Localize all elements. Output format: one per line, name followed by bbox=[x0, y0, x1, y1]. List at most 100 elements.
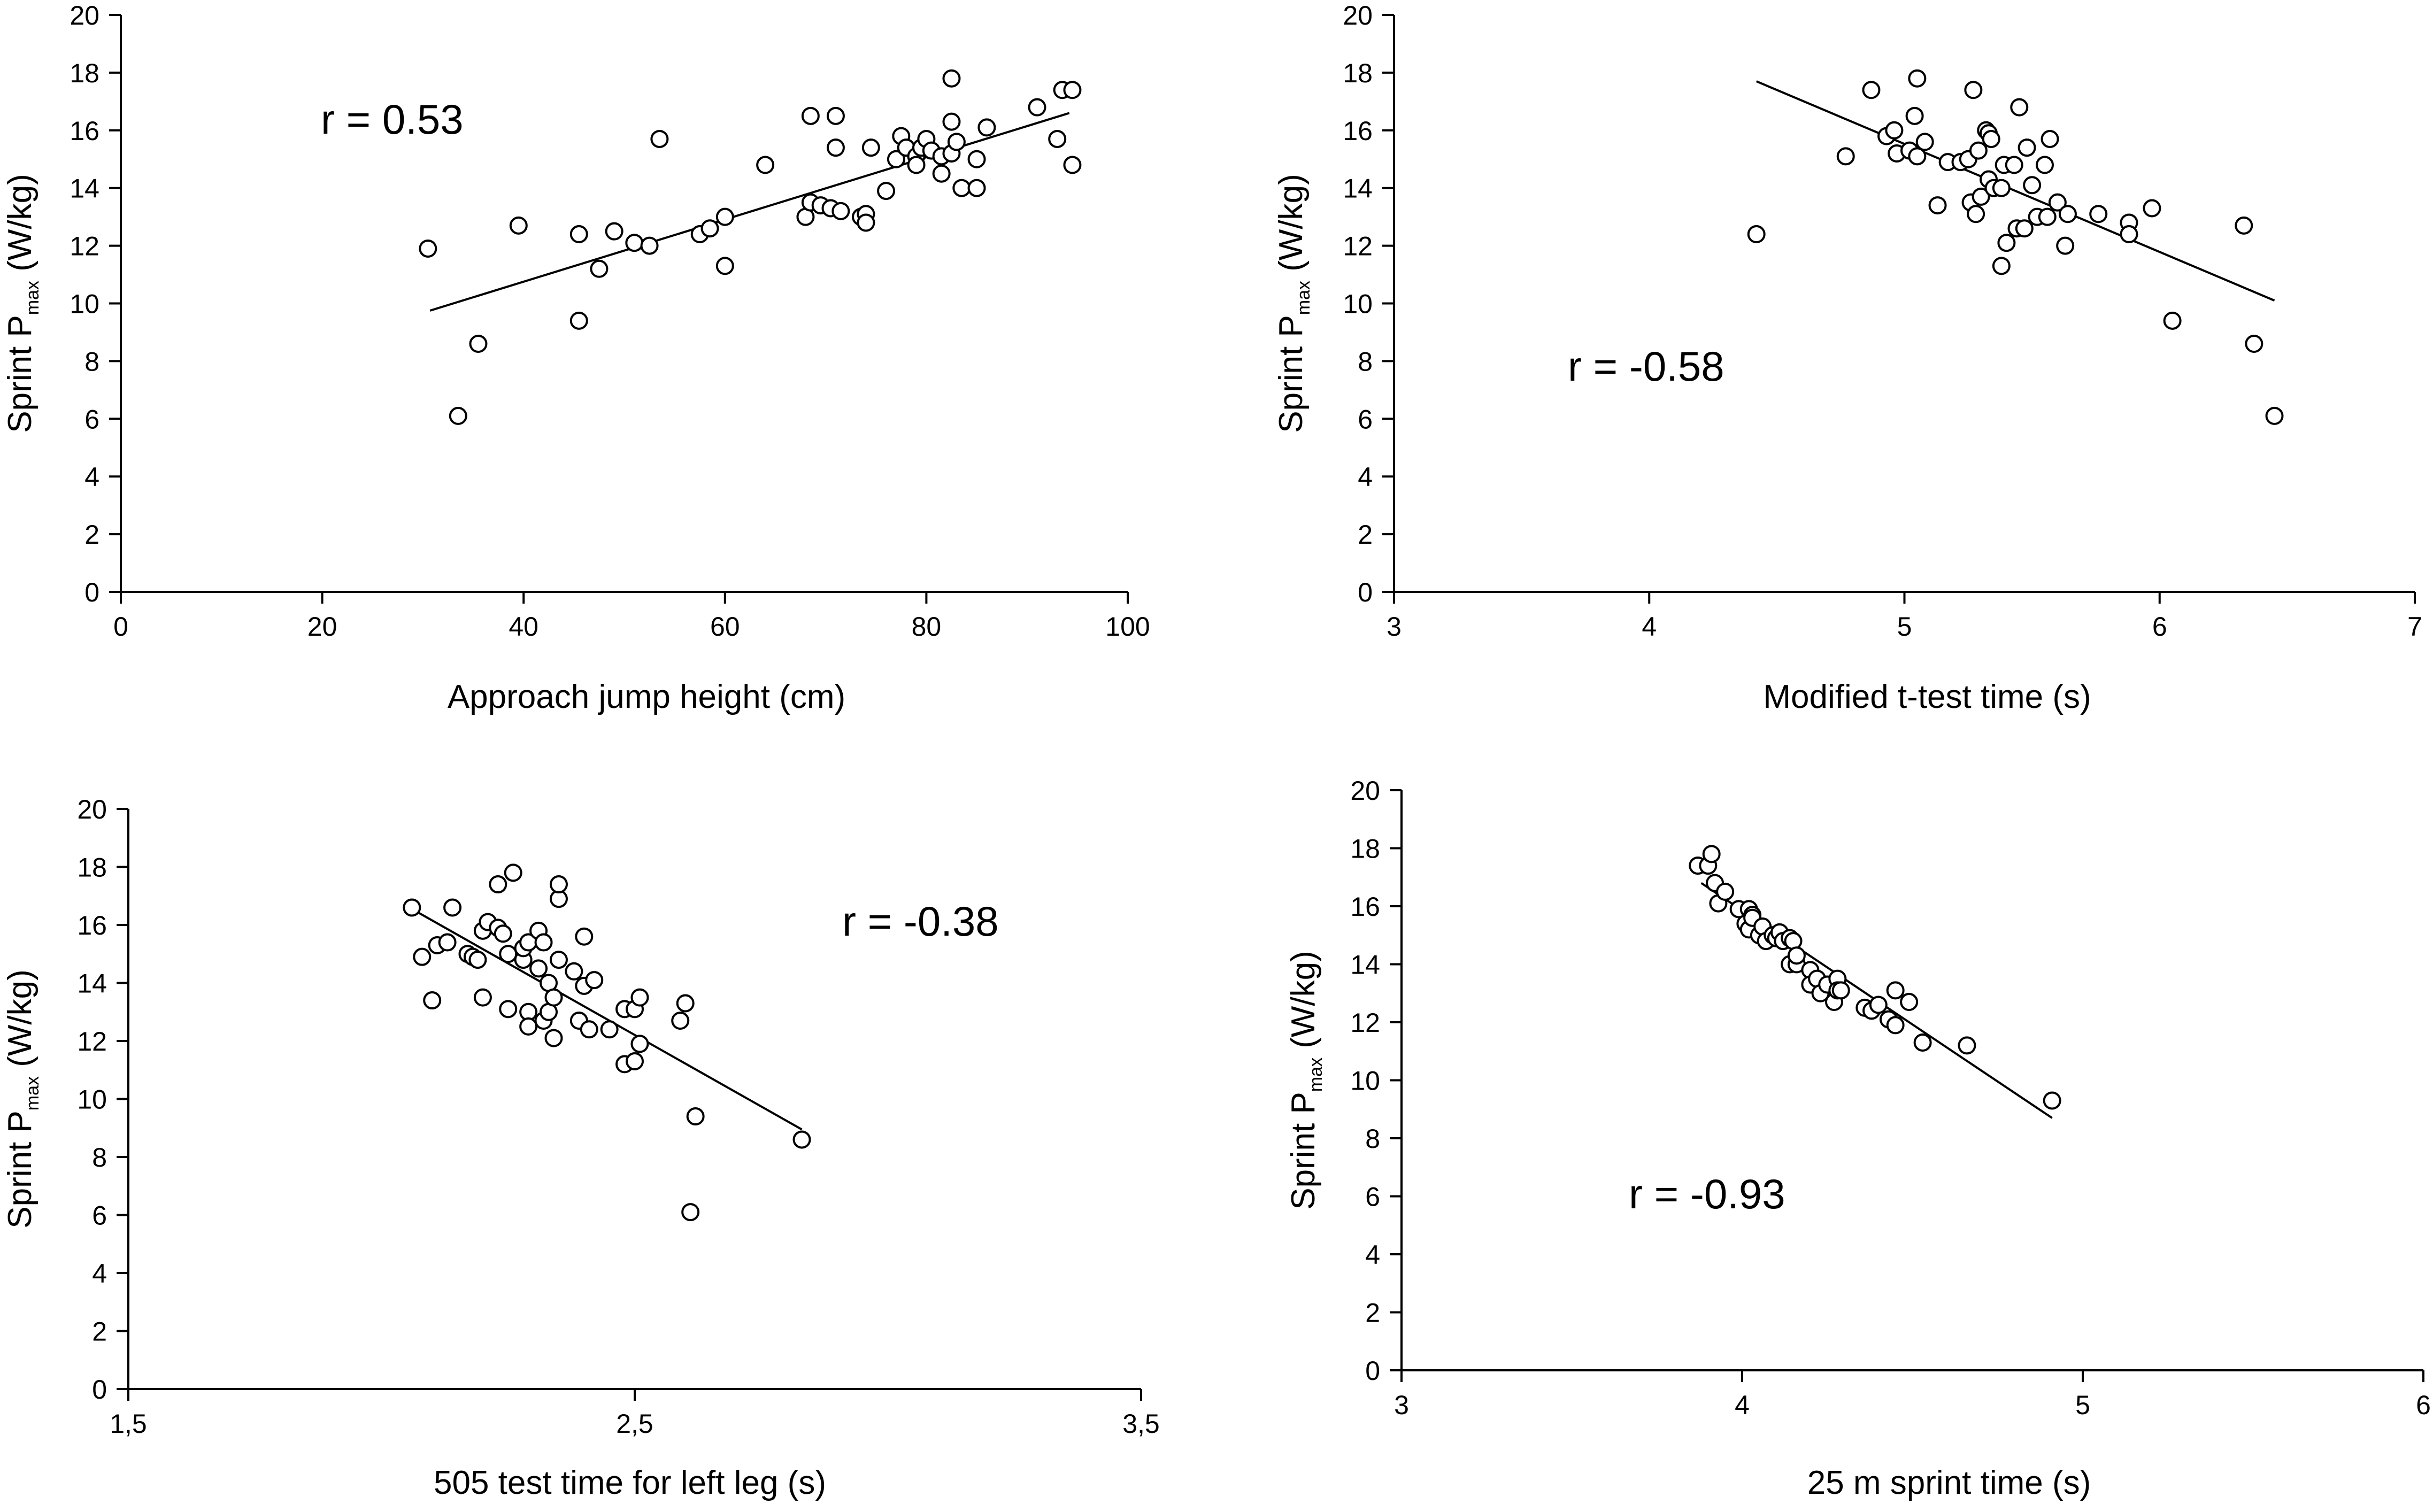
y-axis-title-unit: (W/kg) bbox=[2, 969, 39, 1076]
trend-line bbox=[429, 112, 1070, 312]
data-point bbox=[2015, 219, 2034, 238]
data-point bbox=[2035, 156, 2054, 174]
data-point bbox=[1048, 129, 1067, 148]
y-axis-title: Sprint Pmax (W/kg) bbox=[2, 969, 43, 1229]
data-point bbox=[1702, 845, 1721, 863]
data-point bbox=[877, 182, 896, 200]
data-point bbox=[1905, 106, 1924, 125]
data-point bbox=[605, 222, 623, 241]
data-point bbox=[1885, 121, 1904, 140]
x-tick-label: 80 bbox=[912, 612, 942, 642]
data-point bbox=[494, 924, 512, 943]
data-point bbox=[831, 202, 850, 220]
data-point bbox=[423, 991, 442, 1010]
data-point bbox=[544, 1029, 563, 1047]
y-tick-label: 8 bbox=[1365, 1124, 1380, 1154]
data-point bbox=[443, 898, 462, 917]
data-point bbox=[2023, 176, 2042, 195]
data-point bbox=[549, 875, 568, 894]
data-point bbox=[2056, 236, 2075, 255]
y-tick-label: 18 bbox=[1350, 834, 1380, 864]
data-point bbox=[826, 138, 845, 157]
y-axis-title: Sprint Pmax (W/kg) bbox=[1273, 174, 1314, 433]
x-axis-title: Approach jump height (cm) bbox=[448, 678, 845, 715]
data-point bbox=[2005, 156, 2023, 174]
data-point bbox=[967, 179, 986, 197]
y-tick-label: 14 bbox=[1343, 174, 1373, 204]
scatter-panel-approach-jump: r = 0.53 Approach jump height (cm) 0 20 40… bbox=[2, 1, 1150, 715]
y-tick-label: 12 bbox=[70, 232, 99, 261]
data-point bbox=[1063, 156, 1082, 174]
data-point bbox=[580, 1020, 598, 1039]
x-axis-title: 505 test time for left leg (s) bbox=[434, 1464, 826, 1501]
data-point bbox=[569, 225, 588, 244]
y-tick-label: 0 bbox=[1358, 577, 1373, 607]
y-tick-label: 18 bbox=[1343, 58, 1373, 88]
data-point bbox=[413, 947, 432, 966]
data-point bbox=[681, 1203, 700, 1222]
x-tick-label: 60 bbox=[710, 612, 740, 642]
data-point bbox=[2120, 225, 2138, 244]
data-point bbox=[449, 406, 467, 425]
y-tick-label: 6 bbox=[1365, 1182, 1380, 1212]
data-point bbox=[2143, 199, 2161, 218]
data-point bbox=[534, 933, 553, 952]
data-point bbox=[907, 156, 926, 174]
data-point bbox=[952, 179, 971, 197]
data-point bbox=[585, 971, 604, 990]
data-point bbox=[1831, 981, 1850, 1000]
y-axis-title: Sprint Pmax (W/kg) bbox=[1285, 951, 1326, 1210]
correlation-label: r = -0.58 bbox=[1568, 343, 1724, 390]
x-tick-label: 2,5 bbox=[616, 1409, 653, 1439]
y-tick-label: 14 bbox=[70, 174, 99, 204]
correlation-label: r = -0.93 bbox=[1629, 1170, 1785, 1217]
data-point bbox=[626, 1052, 644, 1070]
x-tick-label: 6 bbox=[2152, 612, 2167, 642]
y-axis-title-unit: (W/kg) bbox=[1285, 951, 1322, 1058]
data-point bbox=[887, 150, 905, 168]
y-tick-label: 20 bbox=[1350, 776, 1380, 806]
data-point bbox=[600, 1020, 619, 1039]
data-point bbox=[489, 875, 507, 894]
y-tick-label: 16 bbox=[1350, 892, 1380, 922]
x-axis-title: 25 m sprint time (s) bbox=[1807, 1464, 2091, 1501]
y-tick-label: 2 bbox=[1365, 1298, 1380, 1328]
data-point bbox=[499, 1000, 518, 1019]
y-axis-title-main: Sprint P bbox=[1273, 315, 1310, 433]
y-tick-label: 2 bbox=[92, 1317, 107, 1347]
data-point bbox=[2048, 193, 2067, 212]
data-point bbox=[2245, 335, 2263, 353]
data-point bbox=[756, 156, 775, 174]
x-tick-label: 7 bbox=[2407, 612, 2422, 642]
data-point bbox=[569, 311, 588, 330]
data-point bbox=[1869, 996, 1888, 1014]
data-point bbox=[792, 1130, 811, 1149]
y-tick-label: 4 bbox=[84, 462, 99, 492]
data-point bbox=[1716, 882, 1735, 901]
y-tick-label: 16 bbox=[70, 116, 99, 146]
data-point bbox=[2010, 98, 2029, 117]
y-tick-label: 4 bbox=[1365, 1240, 1380, 1270]
data-point bbox=[676, 994, 695, 1013]
data-point bbox=[590, 259, 609, 278]
data-point bbox=[1886, 1016, 1905, 1035]
data-point bbox=[700, 219, 719, 238]
data-point bbox=[640, 236, 659, 255]
x-tick-label: 1,5 bbox=[110, 1409, 147, 1439]
y-tick-label: 6 bbox=[92, 1201, 107, 1231]
data-point bbox=[575, 927, 594, 946]
y-tick-label: 2 bbox=[84, 520, 99, 550]
data-point bbox=[977, 118, 996, 137]
y-axis-title-subscript: max bbox=[22, 1076, 43, 1110]
data-point bbox=[469, 335, 488, 353]
y-tick-label: 12 bbox=[77, 1027, 107, 1056]
data-point bbox=[2041, 129, 2059, 148]
y-tick-label: 0 bbox=[92, 1375, 107, 1405]
data-point bbox=[519, 1017, 538, 1036]
y-tick-label: 6 bbox=[1358, 404, 1373, 434]
correlation-label: r = 0.53 bbox=[321, 96, 464, 143]
scatter-panel-505-left-leg: r = -0.38 505 test time for left leg (s)… bbox=[2, 794, 1160, 1501]
x-tick-label: 20 bbox=[307, 612, 337, 642]
scatter-panel-modified-t-test: r = -0.58 Modified t-test time (s) 3 4 5 6 7… bbox=[1273, 1, 2422, 715]
y-tick-label: 16 bbox=[77, 911, 107, 940]
